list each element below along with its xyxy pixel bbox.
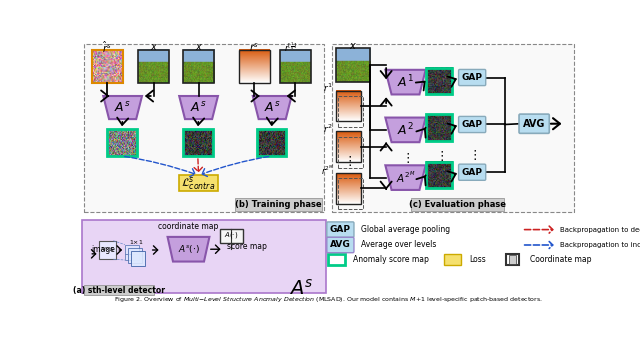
- Text: $A(\cdot)$: $A(\cdot)$: [224, 231, 238, 240]
- Text: Coordinate map: Coordinate map: [529, 255, 591, 264]
- FancyBboxPatch shape: [327, 237, 354, 253]
- FancyBboxPatch shape: [128, 248, 142, 263]
- Text: $x$: $x$: [150, 43, 157, 52]
- Text: (c) Evaluation phase: (c) Evaluation phase: [409, 200, 506, 209]
- Text: $N{\times}S$: $N{\times}S$: [100, 245, 116, 253]
- FancyBboxPatch shape: [84, 44, 324, 212]
- Bar: [107, 129, 136, 156]
- Polygon shape: [385, 165, 426, 190]
- Bar: [328, 254, 345, 265]
- Bar: [444, 254, 461, 265]
- FancyBboxPatch shape: [519, 114, 549, 134]
- Text: (b) Training phase: (b) Training phase: [235, 200, 322, 209]
- Text: $A^s$: $A^s$: [289, 279, 313, 298]
- Bar: [336, 91, 360, 121]
- FancyBboxPatch shape: [327, 222, 354, 237]
- Text: Figure 2. Overview of $\it{Multi\!-\!Level\ Structure\ Anomaly\ Detection}$ (MLS: Figure 2. Overview of $\it{Multi\!-\!Lev…: [114, 295, 542, 304]
- Text: $A^{2^M}$: $A^{2^M}$: [396, 170, 415, 185]
- Bar: [280, 50, 311, 83]
- Bar: [138, 50, 169, 83]
- Text: $A^s(\cdot)$: $A^s(\cdot)$: [177, 243, 200, 255]
- Text: $r^2$: $r^2$: [323, 123, 333, 135]
- Text: $\vdots$: $\vdots$: [435, 149, 444, 163]
- Bar: [183, 129, 212, 156]
- Text: $A^2$: $A^2$: [397, 122, 414, 138]
- FancyBboxPatch shape: [84, 285, 154, 295]
- Bar: [336, 48, 370, 82]
- Text: Global average pooling: Global average pooling: [360, 225, 450, 234]
- Bar: [336, 131, 360, 162]
- FancyBboxPatch shape: [459, 116, 486, 132]
- Text: $r^1$: $r^1$: [323, 82, 333, 95]
- Text: GAP: GAP: [461, 168, 483, 177]
- Polygon shape: [179, 96, 218, 119]
- Text: $r^{[\frac{1}{s}]}$: $r^{[\frac{1}{s}]}$: [284, 41, 298, 54]
- Text: $\vdots$: $\vdots$: [468, 147, 477, 162]
- FancyBboxPatch shape: [125, 245, 139, 260]
- Text: $\hat{r}^s$: $\hat{r}^s$: [102, 40, 112, 55]
- FancyBboxPatch shape: [411, 198, 504, 211]
- Text: $A^1$: $A^1$: [397, 74, 414, 91]
- Text: $x$: $x$: [349, 41, 357, 51]
- Text: $\vdots$: $\vdots$: [401, 151, 410, 165]
- Text: AVG: AVG: [330, 241, 351, 249]
- Bar: [257, 129, 286, 156]
- Bar: [336, 173, 360, 204]
- Text: $r^{2^M}$: $r^{2^M}$: [321, 164, 334, 177]
- Bar: [338, 137, 363, 168]
- Bar: [426, 115, 452, 141]
- Polygon shape: [103, 96, 142, 119]
- Polygon shape: [385, 118, 426, 142]
- FancyBboxPatch shape: [99, 241, 116, 259]
- FancyBboxPatch shape: [459, 164, 486, 180]
- Text: image: image: [91, 245, 115, 255]
- Text: $A^s$: $A^s$: [264, 100, 280, 115]
- Text: $r^s$: $r^s$: [250, 41, 259, 54]
- Polygon shape: [253, 96, 292, 119]
- Text: $1{\times}1$: $1{\times}1$: [129, 238, 144, 246]
- Text: Backpropagation to increase anomaly scores: Backpropagation to increase anomaly scor…: [561, 242, 640, 248]
- Text: score map: score map: [227, 242, 267, 251]
- Text: $\vdots$: $\vdots$: [343, 154, 352, 168]
- Text: $A^s$: $A^s$: [190, 100, 207, 115]
- Bar: [506, 254, 518, 265]
- FancyBboxPatch shape: [83, 220, 326, 293]
- Text: (a) sth-level detector: (a) sth-level detector: [73, 286, 164, 294]
- Bar: [338, 178, 363, 209]
- FancyBboxPatch shape: [179, 175, 218, 191]
- Bar: [183, 50, 214, 83]
- Text: GAP: GAP: [461, 73, 483, 82]
- Bar: [509, 256, 516, 264]
- Text: GAP: GAP: [461, 120, 483, 129]
- Bar: [92, 50, 123, 83]
- Text: $A^s$: $A^s$: [115, 100, 131, 115]
- Text: $\mathcal{L}^s_{contra}$: $\mathcal{L}^s_{contra}$: [181, 174, 216, 192]
- Text: Backpropagation to decrease anomaly scores: Backpropagation to decrease anomaly scor…: [561, 226, 640, 233]
- Text: $x$: $x$: [195, 43, 203, 52]
- FancyBboxPatch shape: [332, 44, 573, 212]
- FancyBboxPatch shape: [131, 251, 145, 266]
- Bar: [426, 68, 452, 94]
- Text: Loss: Loss: [469, 255, 486, 264]
- Polygon shape: [168, 237, 209, 262]
- Bar: [426, 162, 452, 188]
- Bar: [338, 96, 363, 127]
- Bar: [239, 50, 270, 83]
- Polygon shape: [385, 70, 426, 94]
- Text: Average over levels: Average over levels: [360, 241, 436, 249]
- Text: Anomaly score map: Anomaly score map: [353, 255, 429, 264]
- FancyBboxPatch shape: [220, 229, 243, 243]
- FancyBboxPatch shape: [235, 198, 322, 211]
- Text: AVG: AVG: [523, 119, 545, 129]
- Text: GAP: GAP: [330, 225, 351, 234]
- FancyBboxPatch shape: [459, 69, 486, 86]
- Text: coordinate map: coordinate map: [158, 222, 219, 231]
